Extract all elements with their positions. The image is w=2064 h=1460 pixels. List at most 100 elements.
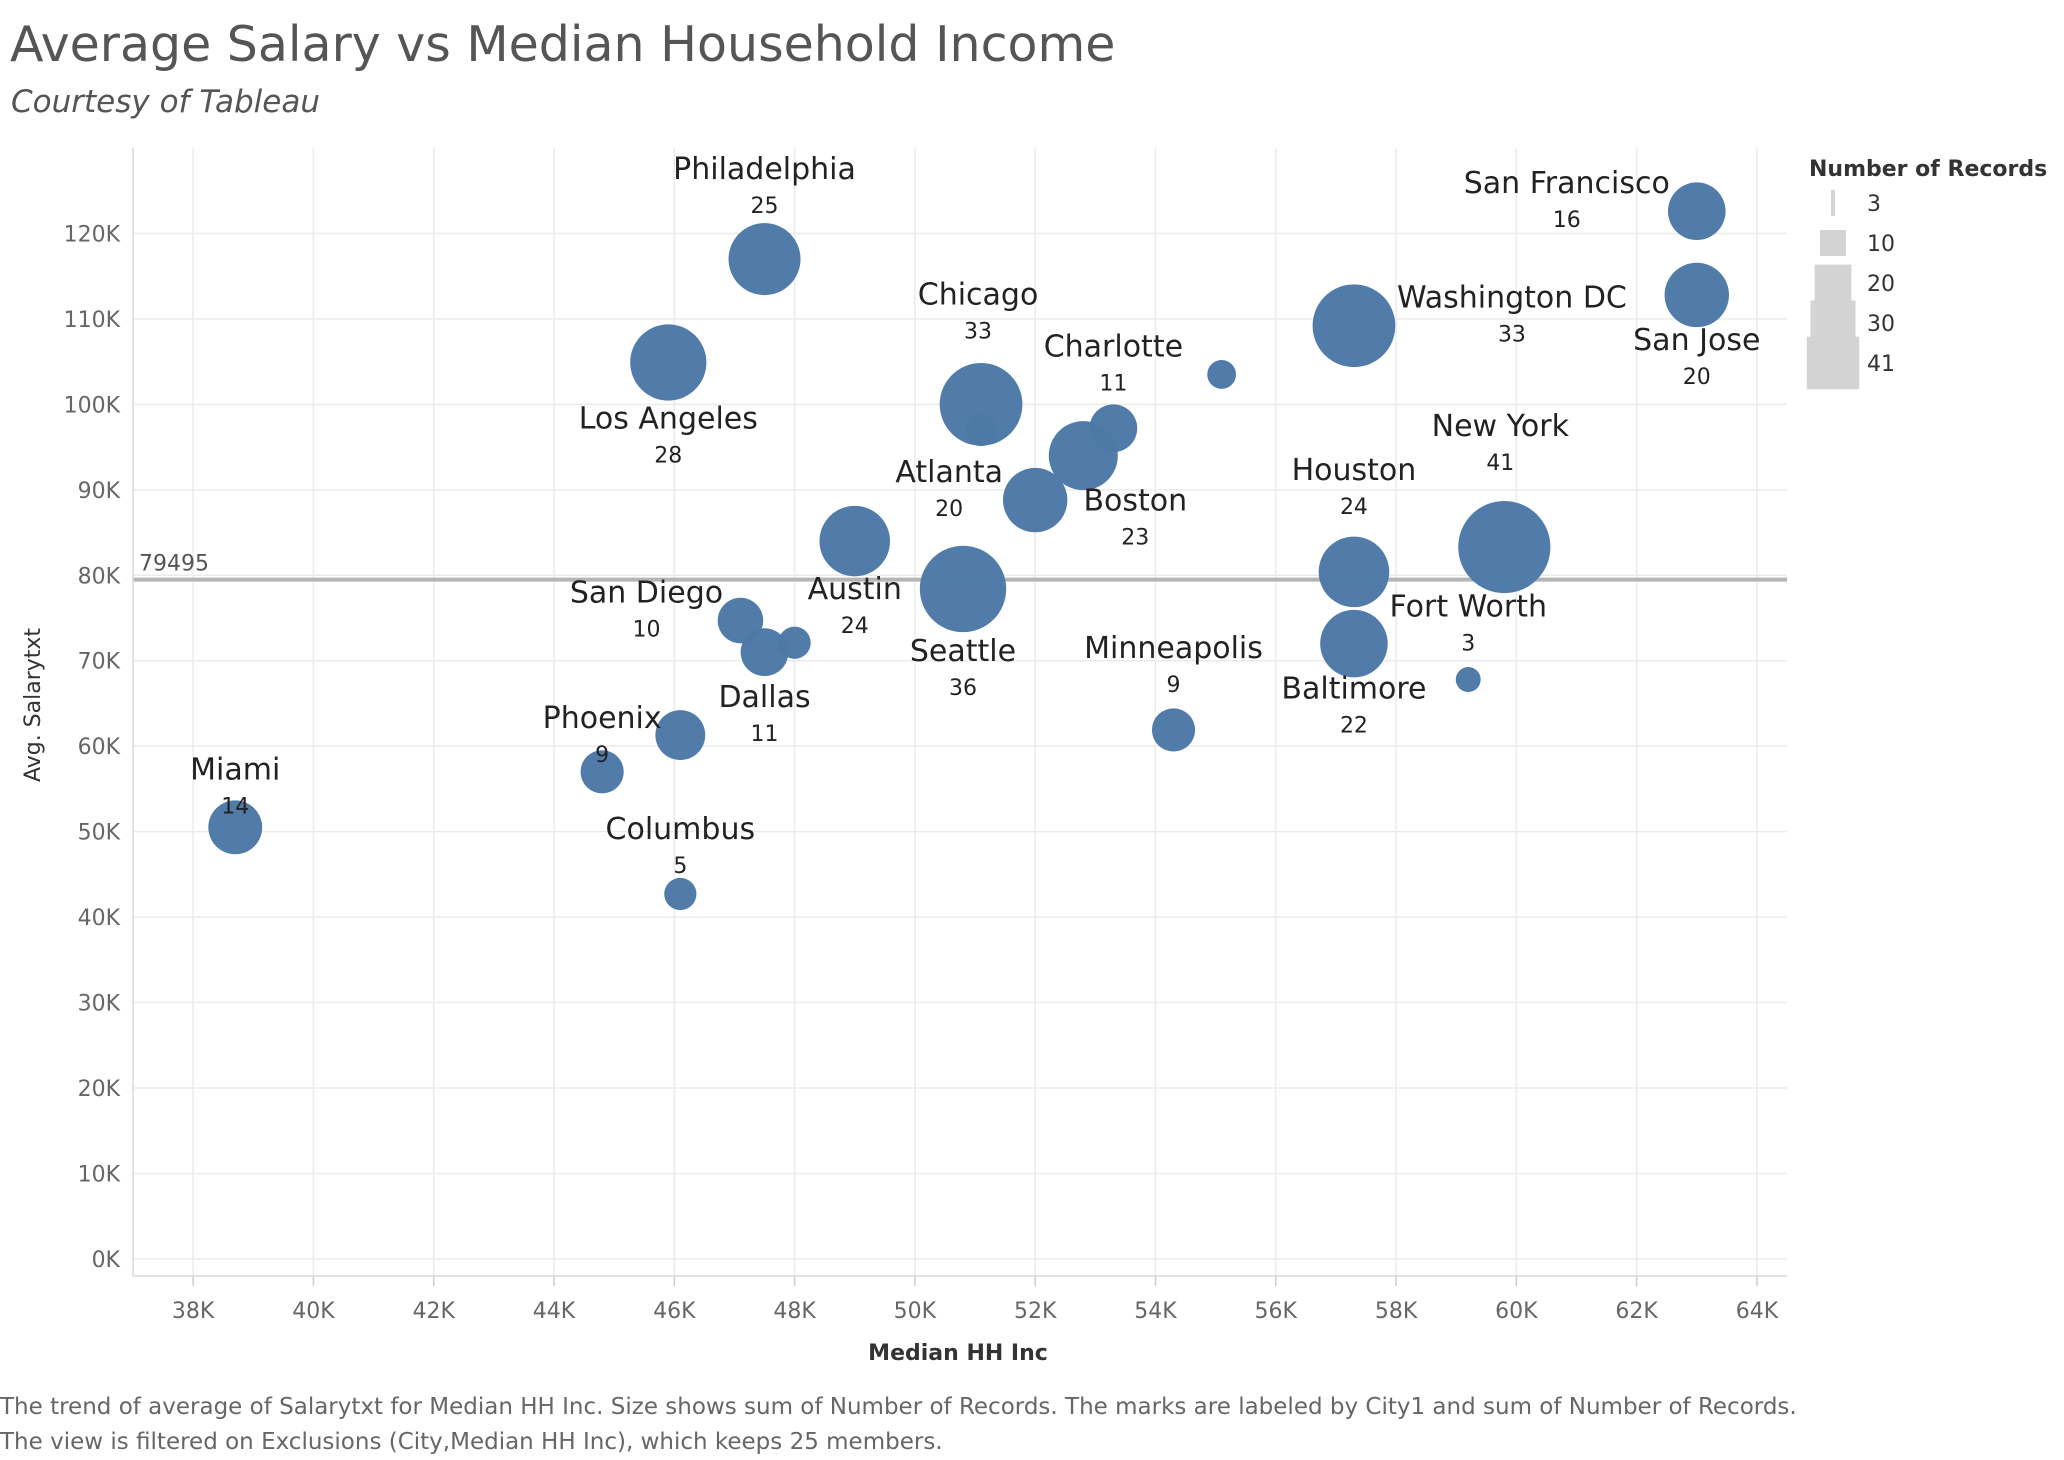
point-label-records: 20 — [935, 497, 963, 522]
y-tick-label: 30K — [78, 992, 121, 1017]
point-label-city: New York — [1432, 409, 1570, 444]
point-label-records: 36 — [949, 676, 977, 701]
point-label-city: Atlanta — [895, 455, 1003, 490]
legend-label: 3 — [1867, 192, 1881, 217]
data-point — [630, 324, 707, 401]
data-point — [1458, 500, 1551, 594]
y-tick-label: 60K — [78, 735, 121, 760]
x-tick-label: 60K — [1495, 1299, 1538, 1324]
data-point — [1455, 667, 1481, 692]
point-label-city: Austin — [808, 572, 902, 607]
data-point — [1664, 262, 1729, 328]
point-label-city: Fort Worth — [1389, 590, 1547, 625]
point-label-city: Washington DC — [1397, 281, 1627, 316]
point-label-records: 11 — [1099, 371, 1127, 396]
y-tick-label: 110K — [64, 308, 121, 333]
marks-layer — [208, 182, 1729, 911]
point-label-records: 25 — [751, 194, 779, 219]
point-label-city: San Diego — [570, 576, 723, 611]
labels-layer: Miami 14 Phoenix 9 Columbus 5 Los Angeles 28 San… — [190, 152, 1760, 879]
data-point — [1318, 536, 1390, 608]
point-label-records: 5 — [673, 854, 687, 879]
point-label-city: Miami — [190, 752, 280, 787]
y-tick-label: 40K — [78, 906, 121, 931]
point-label-records: 11 — [751, 722, 779, 747]
point-label-records: 3 — [1461, 632, 1475, 657]
data-point — [1320, 609, 1388, 678]
point-label-records: 23 — [1121, 526, 1149, 551]
legend-swatch — [1814, 264, 1852, 302]
y-tick-label: 120K — [64, 222, 121, 247]
data-point — [208, 800, 263, 855]
x-tick-label: 62K — [1615, 1299, 1658, 1324]
legend-title: Number of Records — [1809, 157, 2047, 182]
legend-swatch — [1820, 230, 1846, 256]
point-label-city: Charlotte — [1044, 329, 1183, 364]
y-tick-label: 20K — [78, 1077, 121, 1102]
point-label-city: Houston — [1292, 453, 1417, 488]
x-tick-label: 64K — [1736, 1299, 1779, 1324]
x-tick-label: 50K — [894, 1299, 937, 1324]
y-tick-label: 100K — [64, 393, 121, 418]
point-label-city: Columbus — [606, 812, 756, 847]
legend-label: 30 — [1867, 312, 1895, 337]
y-tick-label: 80K — [78, 564, 121, 589]
point-label-records: 24 — [841, 614, 869, 639]
legend-label: 10 — [1867, 232, 1895, 257]
point-label-records: 33 — [1498, 323, 1526, 348]
data-point — [1151, 708, 1196, 752]
legend-swatch — [1806, 336, 1860, 390]
point-label-city: San Francisco — [1464, 166, 1670, 201]
caption-line-1: The trend of average of Salarytxt for Me… — [0, 1394, 1797, 1420]
reference-line-label: 79495 — [139, 552, 209, 577]
data-point — [728, 223, 801, 296]
x-tick-label: 56K — [1255, 1299, 1298, 1324]
x-tick-label: 42K — [413, 1299, 456, 1324]
data-point — [1312, 284, 1396, 368]
data-point — [740, 628, 789, 677]
point-label-city: Los Angeles — [579, 401, 758, 436]
point-label-records: 20 — [1683, 365, 1711, 390]
point-label-records: 24 — [1340, 495, 1368, 520]
y-tick-label: 0K — [92, 1248, 121, 1273]
point-label-city: Seattle — [910, 634, 1016, 669]
x-tick-label: 52K — [1014, 1299, 1057, 1324]
data-point — [964, 413, 998, 447]
point-label-records: 28 — [654, 443, 682, 468]
data-point — [778, 626, 811, 659]
legend: Number of Records 3 10 20 30 41 — [1806, 157, 2047, 390]
data-point — [939, 363, 1023, 446]
x-tick-label: 44K — [533, 1299, 576, 1324]
data-point — [1002, 467, 1068, 533]
y-tick-label: 90K — [78, 479, 121, 504]
point-label-city: Philadelphia — [673, 152, 856, 187]
point-label-city: Phoenix — [543, 701, 662, 736]
point-label-records: 16 — [1553, 208, 1581, 233]
axis-layer: 38K 40K 42K 44K 46K 48K 50K 52K 54K 56K 58K 60K 62K 6… — [64, 148, 1787, 1324]
x-tick-label: 54K — [1134, 1299, 1177, 1324]
point-label-city: Chicago — [918, 277, 1039, 312]
point-label-records: 10 — [632, 618, 660, 643]
data-point — [819, 505, 891, 577]
point-label-city: Dallas — [718, 680, 810, 715]
point-label-city: Minneapolis — [1084, 631, 1263, 666]
y-axis-title: Avg. Salarytxt — [21, 628, 46, 782]
y-tick-label: 50K — [78, 821, 121, 846]
point-label-records: 14 — [221, 794, 249, 819]
data-point — [664, 877, 697, 911]
legend-label: 41 — [1867, 352, 1895, 377]
data-point — [655, 710, 706, 761]
point-label-records: 33 — [964, 319, 992, 344]
y-tick-label: 70K — [78, 650, 121, 675]
point-label-city: Boston — [1083, 484, 1187, 519]
x-tick-label: 38K — [172, 1299, 215, 1324]
point-label-records: 9 — [595, 743, 609, 768]
point-label-city: Baltimore — [1281, 672, 1426, 707]
page-subtitle: Courtesy of Tableau — [11, 84, 321, 120]
data-point — [717, 597, 764, 644]
caption-line-2: The view is filtered on Exclusions (City… — [0, 1429, 943, 1455]
data-point — [1089, 404, 1138, 453]
point-label-records: 9 — [1167, 673, 1181, 698]
grid-layer — [133, 148, 1787, 1276]
